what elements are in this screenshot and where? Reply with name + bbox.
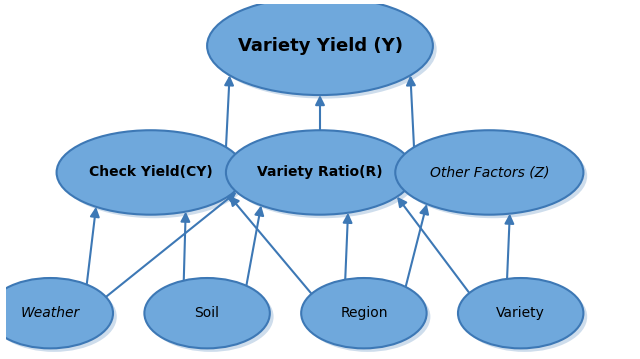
- Text: Weather: Weather: [20, 306, 80, 320]
- Text: Soil: Soil: [195, 306, 220, 320]
- Text: Variety Ratio(R): Variety Ratio(R): [257, 165, 383, 180]
- Ellipse shape: [458, 278, 584, 348]
- Ellipse shape: [230, 134, 418, 218]
- Ellipse shape: [396, 130, 584, 215]
- Ellipse shape: [207, 0, 433, 95]
- Ellipse shape: [145, 278, 270, 348]
- Ellipse shape: [0, 278, 113, 348]
- Ellipse shape: [399, 134, 587, 218]
- Ellipse shape: [226, 130, 414, 215]
- Text: Region: Region: [340, 306, 388, 320]
- Ellipse shape: [305, 281, 430, 352]
- Ellipse shape: [0, 281, 116, 352]
- Ellipse shape: [56, 130, 244, 215]
- Ellipse shape: [211, 0, 436, 99]
- Text: Other Factors (Z): Other Factors (Z): [429, 165, 549, 180]
- Text: Variety Yield (Y): Variety Yield (Y): [237, 37, 403, 55]
- Text: Variety: Variety: [496, 306, 545, 320]
- Ellipse shape: [301, 278, 427, 348]
- Ellipse shape: [148, 281, 273, 352]
- Ellipse shape: [60, 134, 248, 218]
- Text: Check Yield(CY): Check Yield(CY): [89, 165, 212, 180]
- Ellipse shape: [461, 281, 587, 352]
